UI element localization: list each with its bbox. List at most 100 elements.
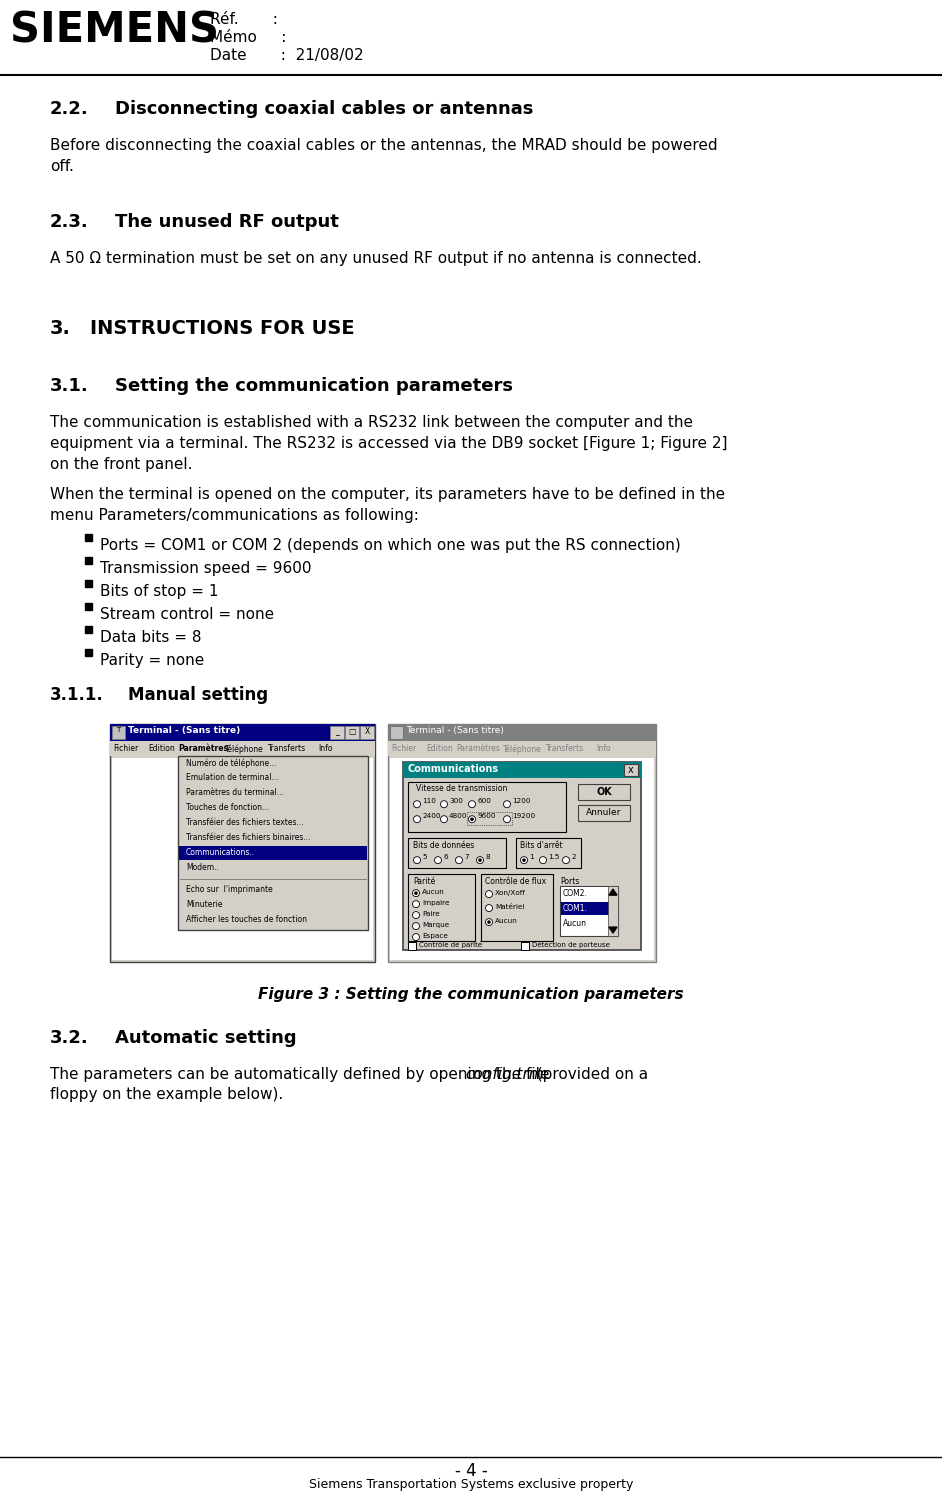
Text: Aucun: Aucun [495, 919, 518, 925]
Circle shape [487, 920, 491, 923]
Text: COM1.: COM1. [563, 904, 588, 913]
Text: Réf.       :: Réf. : [210, 12, 278, 27]
Text: Modem..: Modem.. [186, 864, 219, 872]
Bar [481, 874, 553, 941]
Text: 110: 110 [422, 798, 436, 804]
Circle shape [504, 801, 511, 808]
Text: Info: Info [596, 744, 610, 753]
Text: 19200: 19200 [512, 813, 535, 819]
Text: Transferts: Transferts [268, 744, 306, 753]
Bar [112, 726, 125, 740]
Text: Figure 3 : Setting the communication parameters: Figure 3 : Setting the communication par… [258, 988, 684, 1002]
Circle shape [485, 905, 493, 911]
Circle shape [456, 856, 463, 864]
Circle shape [468, 801, 476, 808]
Text: Emulation de terminal...: Emulation de terminal... [186, 774, 279, 783]
Text: 5: 5 [422, 855, 427, 861]
Text: Paramètres du terminal...: Paramètres du terminal... [186, 789, 284, 798]
Text: Communications..: Communications.. [186, 849, 255, 858]
Text: Aucun: Aucun [563, 919, 587, 928]
Text: Ports = COM1 or COM 2 (depends on which one was put the RS connection): Ports = COM1 or COM 2 (depends on which … [100, 538, 681, 553]
Text: Edition: Edition [148, 744, 175, 753]
Circle shape [504, 816, 511, 823]
Text: Bits d'arrêt: Bits d'arrêt [520, 841, 562, 850]
Circle shape [479, 859, 481, 862]
Bar [390, 759, 654, 961]
Circle shape [413, 901, 419, 908]
Text: SIEMENS: SIEMENS [10, 10, 219, 52]
Circle shape [414, 892, 418, 895]
Circle shape [485, 890, 493, 898]
Text: 3.2.: 3.2. [50, 1029, 89, 1047]
Text: 600: 600 [477, 798, 491, 804]
Text: 9600: 9600 [477, 813, 495, 819]
Text: floppy on the example below).: floppy on the example below). [50, 1088, 284, 1103]
Bar [390, 726, 403, 740]
Text: 3.1.1.: 3.1.1. [50, 686, 104, 704]
Circle shape [562, 856, 570, 864]
Text: Transféier des fichiers binaires...: Transféier des fichiers binaires... [186, 834, 311, 843]
Text: Paramètres: Paramètres [178, 744, 228, 753]
Text: Parité: Parité [413, 877, 435, 886]
Bar [561, 887, 609, 899]
Text: Automatic setting: Automatic setting [115, 1029, 297, 1047]
Bar [110, 725, 375, 962]
Text: 1: 1 [529, 855, 533, 861]
Bar [330, 726, 344, 740]
Bar [85, 535, 92, 541]
Text: Bits de données: Bits de données [413, 841, 474, 850]
Text: Transferts: Transferts [546, 744, 584, 753]
Text: Minuterie: Minuterie [186, 899, 222, 910]
Bar [85, 650, 92, 656]
Text: Xon/Xoff: Xon/Xoff [495, 890, 526, 896]
Text: Mémo     :: Mémo : [210, 30, 286, 45]
Text: Détection de porteuse: Détection de porteuse [532, 941, 609, 949]
Text: Ports: Ports [560, 877, 579, 886]
Text: The unused RF output: The unused RF output [115, 212, 339, 230]
Text: - 4 -: - 4 - [455, 1461, 487, 1479]
Bar [408, 874, 475, 941]
Bar [85, 557, 92, 565]
Bar [408, 838, 506, 868]
Text: 2.3.: 2.3. [50, 212, 89, 230]
Text: Before disconnecting the coaxial cables or the antennas, the MRAD should be powe: Before disconnecting the coaxial cables … [50, 137, 718, 173]
Text: (provided on a: (provided on a [527, 1067, 648, 1082]
Text: Transféier des fichiers textes...: Transféier des fichiers textes... [186, 819, 303, 828]
Text: Numéro de téléphone...: Numéro de téléphone... [186, 759, 276, 768]
Text: Téléphone: Téléphone [503, 744, 542, 754]
Bar [178, 756, 368, 931]
Text: INSTRUCTIONS FOR USE: INSTRUCTIONS FOR USE [90, 318, 354, 338]
Circle shape [441, 816, 447, 823]
Circle shape [522, 859, 526, 862]
Text: Date       :  21/08/02: Date : 21/08/02 [210, 48, 364, 63]
Bar [408, 943, 416, 950]
Text: 7: 7 [464, 855, 468, 861]
Bar [516, 838, 581, 868]
Text: 2.2.: 2.2. [50, 100, 89, 118]
Bar [85, 581, 92, 587]
Text: Touches de fonction...: Touches de fonction... [186, 804, 269, 813]
Text: 8: 8 [485, 855, 490, 861]
Text: COM2.: COM2. [563, 889, 588, 898]
Text: 3.1.: 3.1. [50, 376, 89, 394]
Circle shape [470, 817, 474, 822]
Bar [360, 726, 374, 740]
Text: Transmission speed = 9600: Transmission speed = 9600 [100, 562, 312, 577]
Circle shape [521, 856, 528, 864]
Text: Terminal - (Sans titre): Terminal - (Sans titre) [128, 726, 240, 735]
Bar [467, 813, 512, 825]
Bar [388, 725, 656, 741]
Bar [560, 886, 618, 937]
Text: 2: 2 [571, 855, 576, 861]
Circle shape [413, 923, 419, 929]
Text: 3.: 3. [50, 318, 71, 338]
Text: Disconnecting coaxial cables or antennas: Disconnecting coaxial cables or antennas [115, 100, 533, 118]
Text: Parity = none: Parity = none [100, 653, 204, 668]
Bar [110, 725, 375, 741]
Text: Communications: Communications [408, 765, 499, 774]
Text: The parameters can be automatically defined by opening the file: The parameters can be automatically defi… [50, 1067, 554, 1082]
Text: Vitesse de transmission: Vitesse de transmission [416, 784, 508, 793]
Bar [388, 741, 656, 756]
Text: Info: Info [318, 744, 333, 753]
Text: config.trm: config.trm [465, 1067, 544, 1082]
